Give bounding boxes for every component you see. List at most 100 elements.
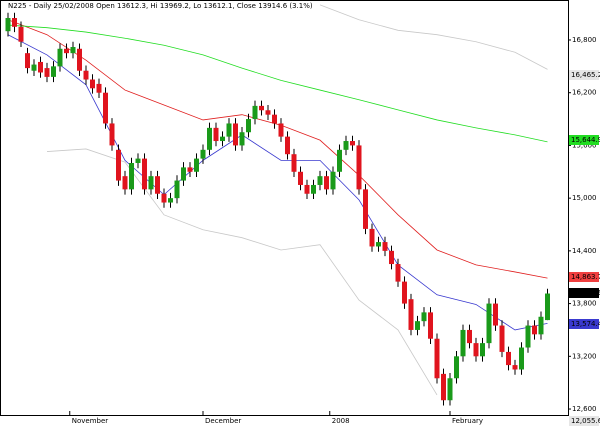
- candle-body: [330, 171, 336, 190]
- candle-body: [382, 242, 388, 251]
- candle-body: [142, 158, 147, 190]
- y-tick-label: 15,000: [572, 194, 597, 202]
- plot: [5, 4, 550, 406]
- indicator-line: [46, 148, 438, 396]
- candle-body: [207, 127, 212, 150]
- candle-body: [122, 176, 128, 190]
- indicator-line: [7, 34, 548, 331]
- candle-body: [376, 242, 381, 247]
- candle-body: [103, 92, 108, 124]
- chart-title: N225 - Daily 25/02/2008 Open 13612.3, Hi…: [8, 2, 313, 10]
- candle-body: [174, 180, 180, 199]
- candle-body: [317, 176, 323, 185]
- y-tick-label: 16,200: [572, 89, 597, 97]
- candle-body: [434, 338, 440, 379]
- candle-body: [493, 303, 498, 326]
- y-tick-label: 16,800: [572, 36, 597, 44]
- candle-body: [239, 132, 245, 146]
- candle-body: [155, 176, 160, 194]
- candle-body: [148, 176, 154, 190]
- candle-body: [395, 264, 401, 282]
- candle-body: [44, 68, 50, 77]
- candle-body: [25, 53, 30, 69]
- candle-body: [187, 167, 193, 172]
- x-tick-label: February: [452, 417, 483, 425]
- candle-body: [194, 158, 199, 172]
- candle-body: [356, 145, 362, 190]
- candle-body: [129, 162, 134, 190]
- candle-body: [116, 149, 121, 181]
- candle-body: [90, 79, 95, 89]
- candle-body: [519, 347, 524, 370]
- y-tick-label: 13,800: [572, 300, 597, 308]
- candle-body: [64, 48, 69, 54]
- candle-body: [506, 351, 511, 366]
- price-label: 13,574.4: [571, 320, 600, 328]
- candle-body: [298, 171, 303, 185]
- candle-body: [467, 329, 472, 344]
- candle-body: [38, 61, 43, 73]
- candle-body: [324, 176, 329, 190]
- candle-body: [272, 114, 277, 124]
- candle-body: [473, 343, 479, 357]
- price-label-box: [569, 416, 599, 426]
- candle-body: [350, 141, 355, 146]
- candle-body: [499, 325, 505, 352]
- candle-body: [181, 167, 186, 181]
- candle-body: [226, 123, 232, 137]
- candle-body: [18, 26, 24, 42]
- candle-body: [389, 250, 394, 265]
- candle-body: [532, 325, 537, 335]
- candle-body: [168, 198, 173, 203]
- candle-body: [259, 105, 264, 111]
- candle-body: [77, 48, 82, 71]
- x-tick-label: 2008: [332, 417, 350, 425]
- candle-body: [135, 158, 141, 163]
- candle-body: [57, 48, 63, 67]
- candle-body: [278, 123, 284, 137]
- candle-body: [285, 136, 290, 155]
- candle-body: [220, 136, 225, 142]
- candle-body: [454, 356, 459, 379]
- x-tick-label: December: [205, 417, 241, 425]
- candle-body: [213, 127, 219, 142]
- candle-body: [311, 184, 316, 194]
- candle-body: [5, 18, 11, 32]
- candle-body: [525, 325, 531, 348]
- y-tick-label: 15,600: [572, 141, 597, 149]
- indicator-line: [319, 4, 548, 70]
- candle-body: [51, 66, 56, 77]
- candle-body: [343, 141, 349, 150]
- candle-body: [83, 70, 89, 80]
- candle-body: [486, 303, 492, 344]
- x-tick-label: November: [72, 417, 109, 425]
- candle-body: [161, 193, 167, 203]
- candle-body: [233, 123, 238, 146]
- candle-body: [369, 228, 375, 247]
- indicator-line: [7, 24, 548, 143]
- candle-body: [12, 18, 17, 27]
- candle-body: [408, 299, 414, 330]
- candle-body: [421, 312, 427, 322]
- candle-body: [265, 110, 271, 115]
- price-label: 16,465.2: [571, 71, 600, 79]
- candle-body: [428, 312, 433, 339]
- candle-body: [291, 154, 297, 172]
- candle-body: [538, 316, 544, 335]
- candle-body: [415, 321, 420, 330]
- candle-body: [447, 378, 453, 401]
- candle-body: [363, 189, 368, 229]
- y-tick-label: 13,200: [572, 352, 597, 360]
- candle-body: [441, 373, 446, 401]
- price-label-box: [569, 272, 599, 282]
- candle-body: [512, 365, 518, 370]
- y-tick-label: 14,400: [572, 247, 597, 255]
- price-label-box: [569, 288, 599, 298]
- candle-body: [96, 83, 102, 93]
- candle-body: [402, 281, 407, 304]
- candle-body: [460, 329, 466, 357]
- price-label: 14,863.7: [571, 273, 600, 281]
- candle-body: [246, 119, 251, 133]
- candle-body: [109, 123, 115, 146]
